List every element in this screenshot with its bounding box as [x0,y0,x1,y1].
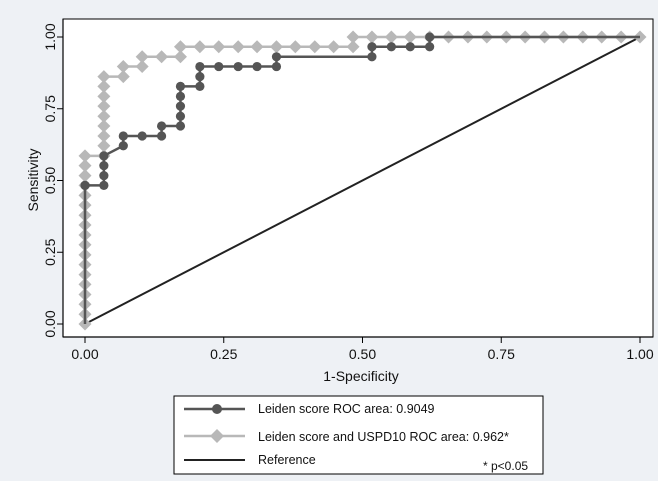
data-point [175,91,186,102]
data-point [367,52,377,62]
data-point [97,70,111,84]
data-point [384,30,398,44]
data-point [288,40,302,54]
data-point [405,42,415,52]
data-point [78,169,92,183]
data-point [97,99,111,113]
data-point [175,111,186,121]
data-point [173,40,187,54]
series-layer [78,30,647,331]
y-tick-label: 0.25 [42,238,58,265]
series-reference [84,36,641,325]
y-tick-label: 0.50 [42,167,58,194]
data-point [99,151,109,161]
data-point [212,40,226,54]
y-axis-ticks: 0.00 0.25 0.50 0.75 1.00 [42,23,63,338]
y-tick-label: 0.75 [42,95,58,122]
data-point [425,32,435,42]
data-point [135,50,149,64]
data-point [271,61,282,72]
data-point [367,42,377,52]
data-point [346,30,360,44]
data-point [231,40,245,54]
data-point [80,180,90,190]
data-point [173,50,187,64]
data-point [193,40,207,54]
data-point [78,149,92,163]
data-point [97,129,111,143]
data-point [252,61,262,72]
data-point [97,119,111,133]
data-point [156,121,167,131]
legend: Leiden score ROC area: 0.9049 Leiden sco… [173,395,544,475]
data-point [327,40,341,54]
data-point [386,42,396,52]
y-tick-label: 1.00 [42,23,58,50]
data-point [269,40,283,54]
legend-entry-2: Leiden score and USPD10 ROC area: 0.962* [184,429,509,444]
data-point [97,109,111,123]
x-tick-label: 0.00 [71,346,98,362]
data-point [118,131,128,141]
x-tick-label: 0.75 [488,346,515,362]
x-axis-ticks: 0.00 0.25 0.50 0.75 1.00 [71,337,654,362]
data-point [365,30,379,44]
data-point [308,40,322,54]
data-point [425,42,435,52]
data-point [137,131,147,141]
data-point [99,180,109,190]
data-point [118,141,128,151]
data-point [135,60,149,74]
x-tick-label: 0.25 [210,346,237,362]
data-point [214,61,224,72]
y-axis-title: Sensitivity [25,148,41,211]
data-point [195,72,205,82]
y-tick-label: 0.00 [42,310,58,337]
legend-swatch-marker-1 [212,404,222,414]
data-point [78,159,92,173]
legend-swatch-marker-2 [210,429,224,443]
data-point [271,52,282,62]
data-point [99,171,109,181]
legend-label-2: Leiden score and USPD10 ROC area: 0.962* [258,430,509,444]
x-tick-label: 0.50 [349,346,376,362]
legend-label-3: Reference [258,453,316,467]
data-point [403,30,417,44]
data-point [195,81,205,91]
significance-note: * p<0.05 [483,459,528,473]
x-tick-label: 1.00 [626,346,653,362]
legend-label-1: Leiden score ROC area: 0.9049 [258,402,435,416]
data-point [233,61,243,72]
legend-entry-1: Leiden score ROC area: 0.9049 [184,402,435,416]
data-point [175,81,186,91]
data-point [155,50,169,64]
data-point [195,61,205,72]
data-point [250,40,264,54]
data-point [175,101,186,111]
series-line [84,36,641,325]
data-point [99,160,109,171]
x-axis-title: 1-Specificity [323,368,398,384]
data-point [116,70,130,84]
data-point [346,40,360,54]
series-leiden-score-roc-area-0-9049 [80,32,640,324]
legend-entry-3: Reference [184,453,316,467]
data-point [175,121,186,131]
data-point [97,139,111,153]
data-point [97,79,111,93]
data-point [116,60,130,74]
data-point [97,89,111,103]
data-point [156,131,167,141]
